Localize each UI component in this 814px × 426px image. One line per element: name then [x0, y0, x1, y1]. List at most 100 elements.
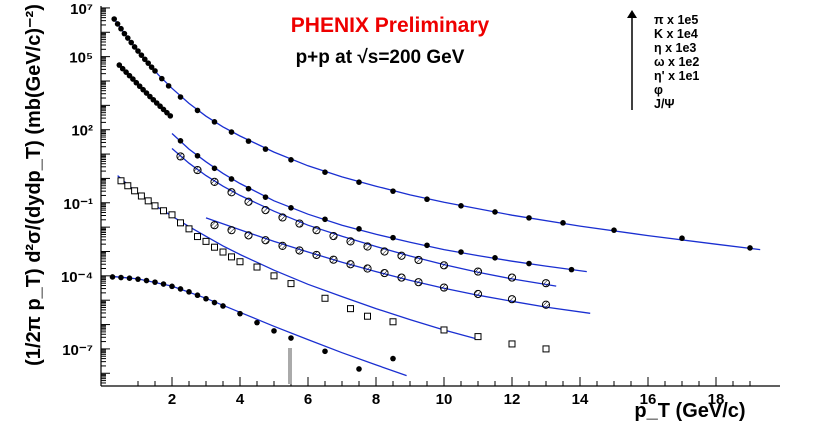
- data-point: [237, 310, 243, 317]
- fit-curve: [171, 133, 587, 273]
- data-point: [474, 333, 482, 341]
- data-point: [507, 273, 517, 282]
- data-point: [440, 326, 448, 334]
- data-point: [288, 205, 294, 211]
- data-points: [109, 16, 753, 372]
- data-point: [118, 25, 124, 32]
- data-point: [747, 245, 753, 251]
- data-point: [124, 182, 132, 190]
- x-tick-label: 16: [640, 391, 657, 408]
- data-point: [185, 225, 193, 233]
- data-point: [295, 246, 304, 255]
- data-point: [414, 278, 423, 287]
- data-point: [135, 276, 141, 282]
- x-tick-label: 12: [504, 391, 521, 408]
- y-tick-label: 10²: [71, 123, 93, 140]
- legend-entry: π x 1e5: [654, 13, 698, 27]
- data-point: [424, 242, 430, 249]
- legend-entry: K x 1e4: [654, 27, 698, 41]
- data-point: [288, 335, 294, 341]
- data-point: [312, 226, 321, 235]
- data-point: [363, 264, 372, 273]
- x-tick-label: 10: [436, 391, 453, 408]
- data-point: [244, 231, 253, 240]
- data-point: [123, 69, 129, 75]
- data-point: [492, 255, 498, 261]
- y-tick-label: 10⁻¹: [63, 196, 93, 213]
- data-point: [167, 113, 174, 119]
- data-point: [117, 177, 125, 185]
- data-point: [211, 243, 218, 251]
- data-point: [145, 60, 151, 66]
- data-point: [329, 231, 338, 241]
- data-point: [176, 152, 185, 161]
- data-point: [186, 289, 192, 295]
- data-point: [109, 274, 116, 280]
- data-point: [144, 197, 152, 205]
- data-point: [140, 86, 146, 93]
- data-point: [262, 146, 269, 152]
- data-point: [228, 176, 235, 182]
- legend-entry: η x 1e3: [654, 41, 696, 55]
- data-point: [177, 219, 184, 227]
- data-point: [125, 35, 131, 41]
- data-point: [389, 318, 397, 326]
- data-point: [219, 248, 227, 256]
- chart-title: PHENIX Preliminary: [291, 14, 490, 37]
- data-point: [492, 209, 498, 215]
- data-point: [526, 260, 532, 267]
- data-point: [151, 202, 159, 210]
- data-point: [439, 283, 449, 292]
- y-tick-label: 10⁻⁴: [61, 269, 93, 286]
- data-point: [322, 169, 328, 176]
- data-point: [424, 196, 430, 203]
- data-point: [133, 79, 140, 86]
- data-point: [220, 303, 226, 309]
- fit-curve: [171, 148, 557, 287]
- data-point: [202, 237, 210, 245]
- x-tick-label: 8: [372, 391, 380, 408]
- fit-curve: [110, 275, 407, 377]
- data-point: [508, 340, 516, 348]
- data-point: [227, 226, 236, 235]
- data-point: [126, 72, 133, 79]
- y-tick-label: 10⁻⁷: [62, 342, 93, 359]
- data-point: [244, 197, 253, 206]
- data-point: [458, 249, 464, 255]
- data-point: [473, 267, 483, 276]
- data-point: [278, 241, 287, 250]
- data-point: [211, 119, 218, 125]
- data-point: [541, 300, 551, 309]
- data-point: [322, 216, 328, 223]
- data-point: [126, 275, 133, 282]
- data-point: [542, 345, 550, 353]
- data-point: [152, 68, 158, 74]
- data-point: [322, 348, 328, 355]
- data-point: [119, 65, 126, 72]
- data-point: [128, 39, 134, 46]
- y-tick-label: 10⁵: [69, 50, 93, 67]
- data-point: [210, 177, 219, 186]
- x-tick-label: 14: [572, 391, 589, 408]
- data-point: [270, 272, 278, 280]
- data-point: [177, 94, 184, 100]
- data-point: [211, 165, 218, 172]
- legend-entry: φ: [654, 83, 663, 97]
- x-tick-label: 6: [304, 391, 312, 408]
- data-point: [541, 279, 551, 288]
- data-point: [390, 188, 396, 194]
- data-point: [138, 52, 145, 58]
- data-point: [560, 220, 566, 226]
- data-point: [135, 48, 141, 54]
- data-point: [193, 165, 202, 175]
- data-point: [329, 255, 338, 264]
- data-point: [194, 107, 201, 114]
- data-point: [356, 179, 362, 185]
- data-point: [168, 211, 176, 219]
- data-point: [111, 16, 117, 22]
- data-point: [228, 129, 235, 135]
- data-point: [194, 152, 201, 159]
- data-point: [228, 253, 235, 261]
- data-point: [118, 274, 124, 281]
